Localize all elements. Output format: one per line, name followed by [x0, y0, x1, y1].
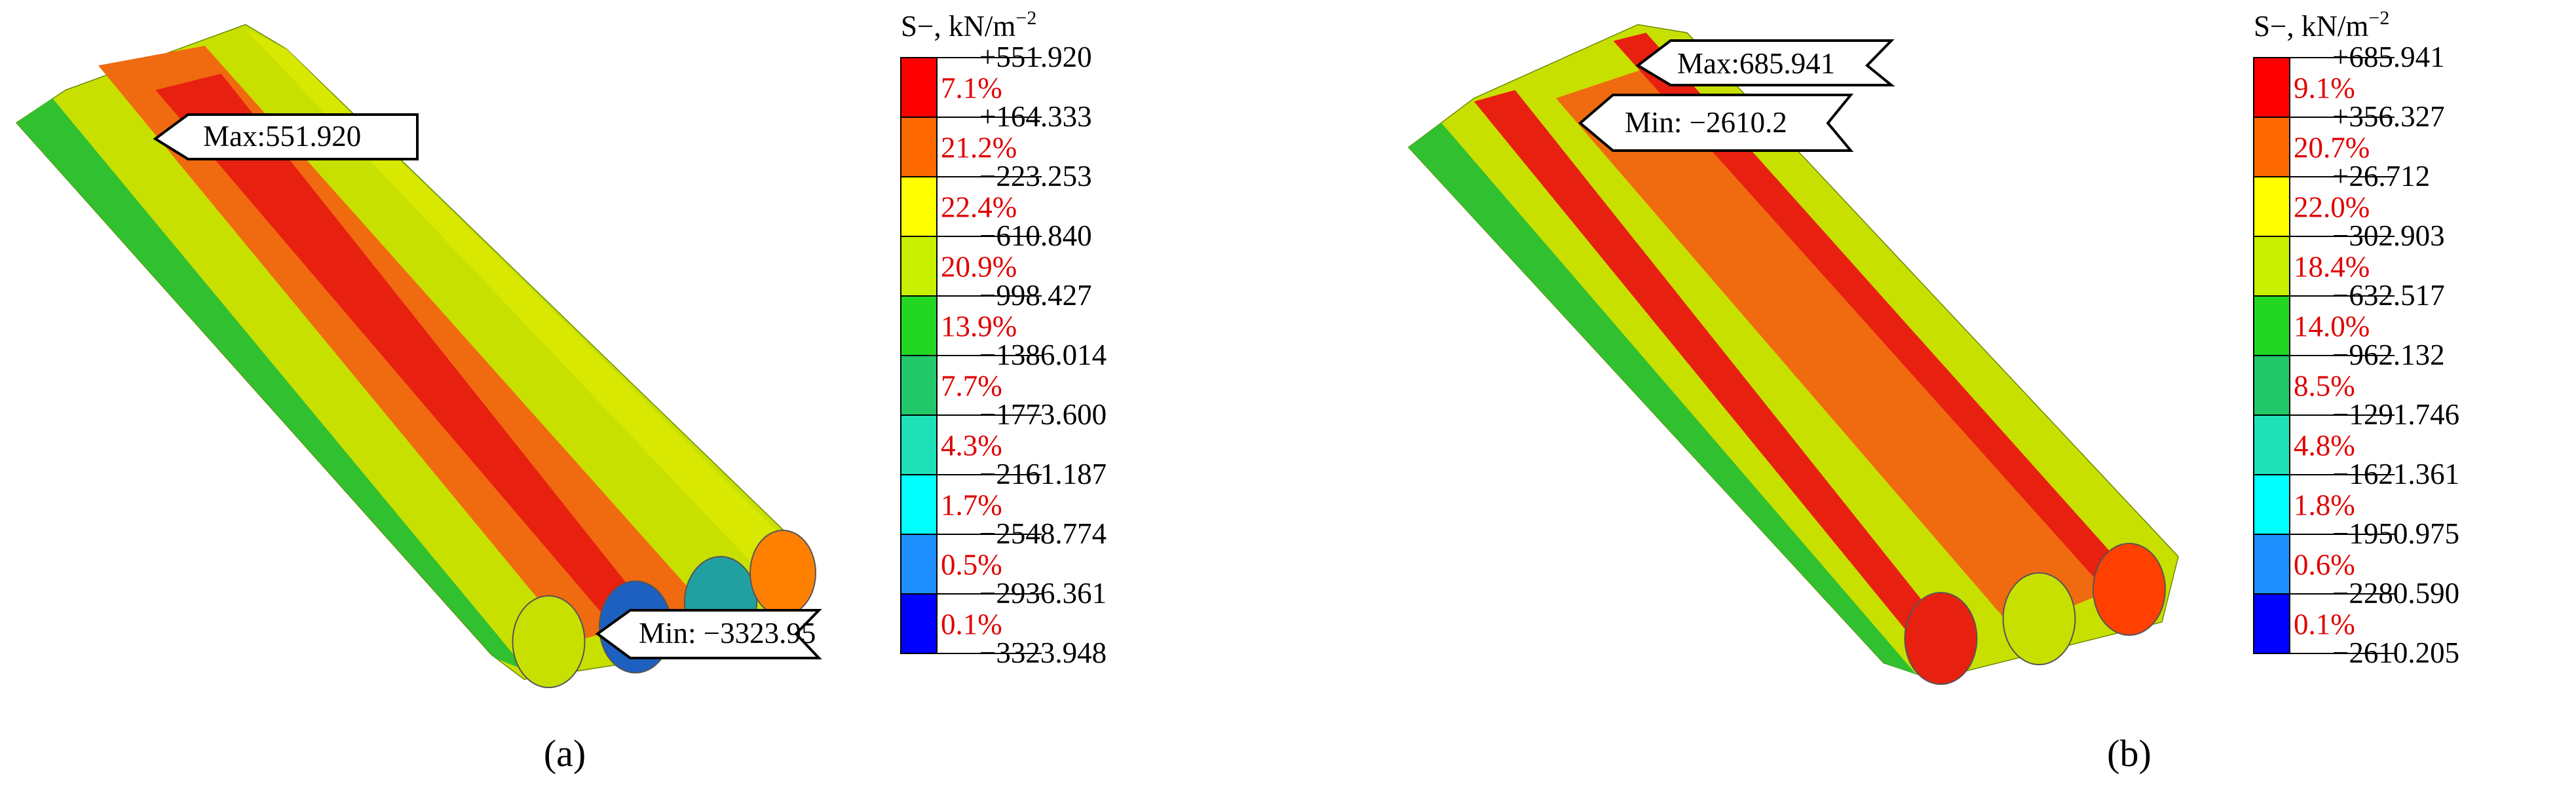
legend-label: +551.920	[979, 41, 1092, 73]
legend-percentage: 22.4%	[941, 191, 1017, 224]
legend-label: −1386.014	[979, 339, 1107, 371]
legend-label: −2548.774	[979, 517, 1107, 550]
legend-percentage: 7.1%	[941, 72, 1002, 105]
legend-percentage: 4.3%	[941, 430, 1002, 462]
legend-label: −1621.361	[2332, 458, 2459, 490]
min-callout: Min: −2610.2	[1625, 106, 1787, 139]
legend-percentage: 0.5%	[941, 549, 1002, 581]
legend-percentage: 20.9%	[941, 251, 1017, 284]
legend-swatch	[2253, 117, 2290, 177]
legend-label: −1950.975	[2332, 517, 2459, 550]
legend-label: −223.253	[979, 160, 1092, 193]
legend-label: −1291.746	[2332, 398, 2459, 431]
legend-title: S−, kN/m−2	[901, 7, 1036, 43]
legend-label: +26.712	[2332, 160, 2430, 193]
legend-swatch	[900, 414, 938, 475]
legend-swatch	[2253, 176, 2290, 237]
legend-swatch	[2253, 534, 2290, 595]
max-callout-box	[153, 113, 419, 160]
legend-swatch	[900, 117, 938, 177]
legend-percentage: 22.0%	[2294, 191, 2370, 224]
legend-percentage: 20.7%	[2294, 132, 2370, 164]
legend-label: −302.903	[2332, 219, 2445, 252]
legend-percentage: 0.6%	[2294, 549, 2355, 581]
legend-label: +685.941	[2332, 41, 2445, 73]
legend-swatch	[2253, 236, 2290, 297]
fem-render-a	[15, 24, 816, 688]
max-callout-box	[1635, 39, 1895, 86]
legend-label: −962.132	[2332, 339, 2445, 371]
legend-swatch	[2253, 414, 2290, 475]
legend-label: −2936.361	[979, 577, 1107, 610]
legend-swatch	[900, 474, 938, 535]
legend-label: +356.327	[2332, 100, 2445, 133]
legend-percentage: 9.1%	[2294, 72, 2355, 105]
legend-label: −632.517	[2332, 279, 2445, 312]
legend-percentage: 8.5%	[2294, 370, 2355, 403]
legend-label: +164.333	[979, 100, 1092, 133]
legend-title-exponent: −2	[2368, 7, 2389, 29]
legend-label: −3323.948	[979, 636, 1107, 669]
max-callout: Max:685.941	[1677, 47, 1835, 80]
min-callout-box	[1578, 94, 1854, 152]
legend-swatch	[2253, 474, 2290, 535]
legend-label: −998.427	[979, 279, 1092, 312]
legend-title-text: S−, kN/m	[901, 10, 1015, 43]
legend-swatch	[2253, 57, 2290, 118]
legend-swatch	[900, 593, 938, 654]
caption: (a)	[544, 732, 586, 775]
legend-swatch	[2253, 355, 2290, 416]
fem-render-b	[1407, 24, 2179, 685]
legend-percentage: 18.4%	[2294, 251, 2370, 284]
legend-percentage: 4.8%	[2294, 430, 2355, 462]
legend-title-text: S−, kN/m	[2254, 10, 2368, 43]
min-callout-box	[595, 609, 822, 659]
legend-title-exponent: −2	[1015, 7, 1036, 29]
legend-percentage: 21.2%	[941, 132, 1017, 164]
legend-swatch	[900, 534, 938, 595]
legend-label: −610.840	[979, 219, 1092, 252]
legend-percentage: 0.1%	[941, 608, 1002, 641]
legend-percentage: 13.9%	[941, 310, 1017, 343]
legend-title: S−, kN/m−2	[2254, 7, 2389, 43]
legend-label: −2610.205	[2332, 636, 2459, 669]
legend-percentage: 14.0%	[2294, 310, 2370, 343]
legend-swatch	[2253, 295, 2290, 356]
legend-swatch	[900, 355, 938, 416]
legend-swatch	[900, 236, 938, 297]
legend-swatch	[2253, 593, 2290, 654]
legend-percentage: 7.7%	[941, 370, 1002, 403]
caption: (b)	[2107, 732, 2151, 775]
legend-swatch	[900, 295, 938, 356]
legend-label: −2280.590	[2332, 577, 2459, 610]
max-callout: Max:551.920	[203, 120, 361, 153]
legend-swatch	[900, 176, 938, 237]
legend-label: −1773.600	[979, 398, 1107, 431]
legend-percentage: 1.8%	[2294, 489, 2355, 522]
min-callout: Min: −3323.95	[639, 617, 816, 650]
legend-percentage: 1.7%	[941, 489, 1002, 522]
legend-swatch	[900, 57, 938, 118]
legend-label: −2161.187	[979, 458, 1107, 490]
legend-percentage: 0.1%	[2294, 608, 2355, 641]
